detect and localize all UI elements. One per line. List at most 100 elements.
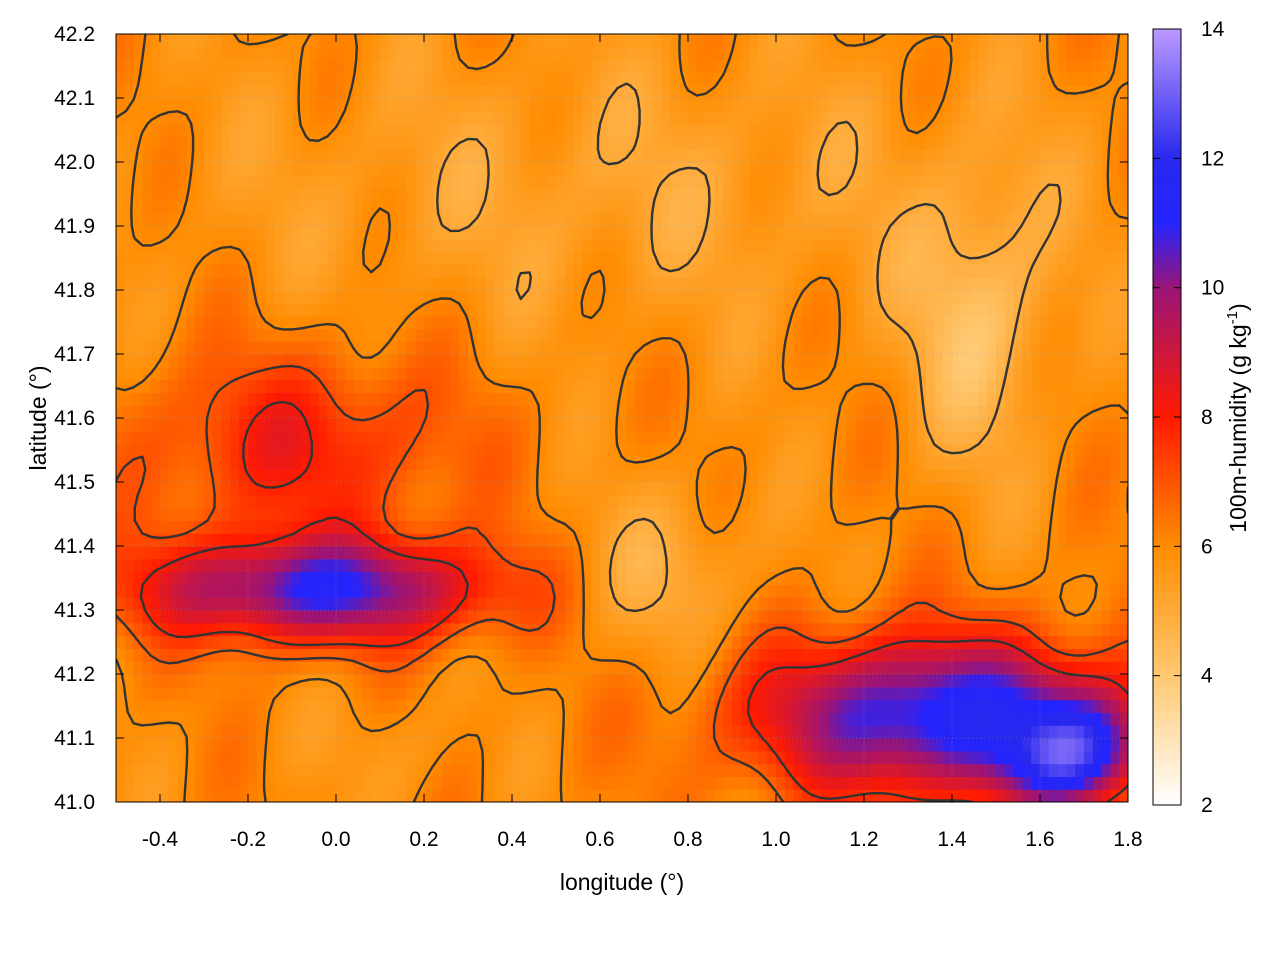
heatmap-cell [793, 712, 803, 726]
heatmap-cell [608, 750, 619, 765]
heatmap-cell [767, 277, 777, 291]
heatmap-cell [1075, 712, 1085, 726]
heatmap-cell [987, 354, 997, 368]
heatmap-cell [784, 341, 795, 355]
heatmap-cell [195, 354, 205, 368]
heatmap-cell [1101, 533, 1111, 547]
heatmap-cell [406, 302, 416, 317]
heatmap-cell [723, 354, 733, 368]
heatmap-cell [749, 648, 759, 662]
heatmap-cell [714, 354, 724, 368]
heatmap-cell [459, 610, 469, 624]
heatmap-cell [494, 277, 504, 291]
heatmap-cell [248, 251, 258, 265]
heatmap-cell [846, 379, 856, 393]
heatmap-cell [441, 341, 451, 355]
heatmap-cell [327, 776, 337, 790]
heatmap-cell [151, 597, 161, 611]
heatmap-cell [406, 725, 416, 739]
heatmap-cell [212, 533, 223, 547]
heatmap-cell [450, 315, 460, 329]
heatmap-cell [362, 520, 372, 534]
heatmap-cell [591, 648, 601, 662]
heatmap-cell [802, 763, 812, 777]
heatmap-cell [899, 277, 909, 291]
heatmap-cell [318, 738, 328, 752]
heatmap-cell [661, 661, 671, 675]
heatmap-cell [899, 648, 909, 662]
heatmap-cell [415, 750, 425, 765]
heatmap-cell [503, 443, 513, 457]
heatmap-cell [784, 418, 795, 432]
heatmap-cell [564, 264, 575, 278]
heatmap-cell [969, 610, 979, 624]
heatmap-cell [1110, 686, 1120, 701]
heatmap-cell [908, 750, 918, 765]
heatmap-cell [908, 738, 918, 752]
heatmap-cell [600, 443, 610, 457]
heatmap-cell [248, 533, 258, 547]
heatmap-cell [538, 354, 548, 368]
heatmap-cell [459, 712, 469, 726]
heatmap-cell [582, 789, 592, 802]
heatmap-cell [908, 494, 918, 509]
heatmap-cell [459, 725, 469, 739]
heatmap-cell [679, 750, 689, 765]
heatmap-cell [1048, 456, 1059, 470]
heatmap-cell [652, 328, 663, 342]
heatmap-cell [476, 712, 487, 726]
heatmap-cell [133, 533, 143, 547]
heatmap-cell [309, 648, 319, 662]
heatmap-cell [274, 482, 284, 496]
heatmap-cell [582, 494, 592, 509]
heatmap-cell [591, 712, 601, 726]
heatmap-cell [230, 712, 240, 726]
heatmap-cell [820, 366, 830, 381]
heatmap-cell [846, 635, 856, 649]
heatmap-cell [221, 520, 231, 534]
heatmap-cell [309, 277, 319, 291]
heatmap-cell [714, 546, 724, 560]
heatmap-cell [758, 686, 768, 701]
heatmap-cell [996, 674, 1006, 688]
heatmap-cell [934, 738, 944, 752]
heatmap-cell [776, 533, 786, 547]
heatmap-cell [987, 251, 997, 265]
heatmap-cell [1004, 584, 1015, 598]
heatmap-cell [661, 341, 671, 355]
heatmap-cell [336, 597, 346, 611]
heatmap-cell [767, 482, 777, 496]
heatmap-cell [652, 290, 663, 304]
heatmap-cell [168, 750, 179, 765]
heatmap-cell [397, 418, 407, 432]
heatmap-cell [406, 315, 416, 329]
heatmap-cell [309, 597, 319, 611]
heatmap-cell [468, 315, 478, 329]
heatmap-cell [573, 763, 583, 777]
heatmap-cell [881, 430, 891, 445]
heatmap-cell [600, 686, 610, 701]
heatmap-cell [661, 430, 671, 445]
heatmap-cell [538, 558, 548, 573]
heatmap-cell [239, 264, 249, 278]
heatmap-cell [1048, 290, 1059, 304]
heatmap-cell [714, 622, 724, 637]
heatmap-cell [996, 725, 1006, 739]
heatmap-cell [204, 763, 214, 777]
heatmap-cell [124, 558, 135, 573]
heatmap-cell [776, 456, 786, 470]
heatmap-cell [828, 430, 839, 445]
heatmap-cell [556, 379, 566, 393]
heatmap-cell [116, 430, 126, 445]
heatmap-cell [221, 622, 231, 637]
heatmap-cell [292, 661, 302, 675]
heatmap-cell [186, 379, 196, 393]
heatmap-cell [943, 277, 953, 291]
heatmap-cell [476, 571, 487, 585]
heatmap-cell [344, 610, 355, 624]
heatmap-cell [371, 546, 381, 560]
heatmap-cell [450, 558, 460, 573]
heatmap-cell [1040, 302, 1050, 317]
heatmap-cell [256, 507, 267, 521]
heatmap-cell [749, 366, 759, 381]
